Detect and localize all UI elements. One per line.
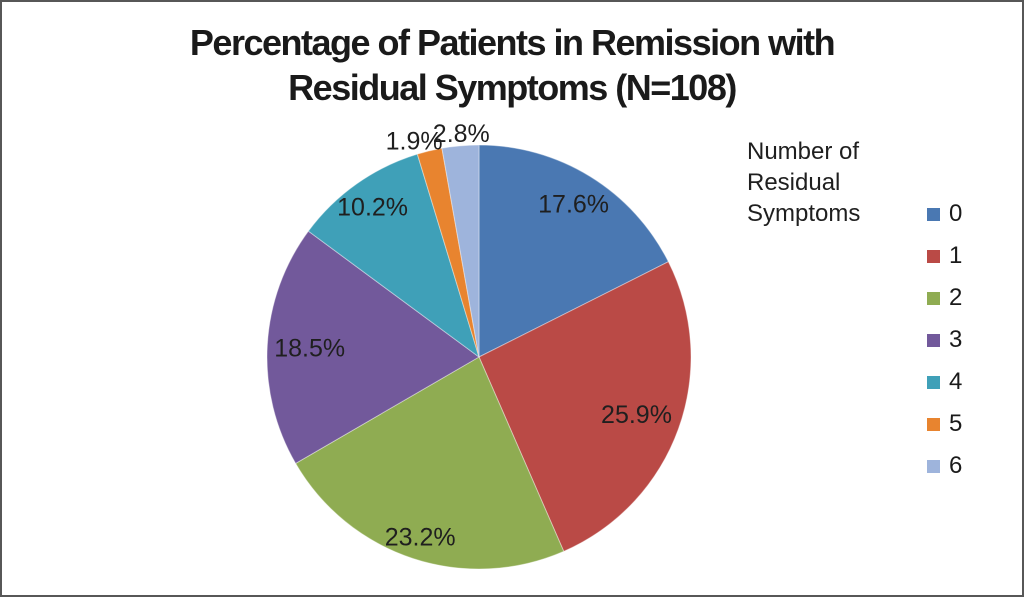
chart-title-line2: Residual Symptoms (N=108) xyxy=(288,67,737,108)
pie-data-label-6: 2.8% xyxy=(433,120,490,148)
pie-data-label-5: 1.9% xyxy=(386,127,443,155)
pie-slice-0 xyxy=(478,144,670,358)
pie-data-label-3: 18.5% xyxy=(274,335,345,363)
legend-item-4: 4 xyxy=(927,368,963,395)
pie-slice-1 xyxy=(478,261,692,552)
legend-item-label: 3 xyxy=(949,326,963,353)
legend-swatch-icon xyxy=(927,249,940,263)
pie-slice-3 xyxy=(266,230,480,465)
legend-title: Number of Residual Symptoms xyxy=(747,138,861,227)
legend-swatch-icon xyxy=(927,459,940,473)
legend-swatch-icon xyxy=(927,291,940,305)
legend-item-label: 6 xyxy=(949,452,963,479)
chart-title: Percentage of Patients in Remission with… xyxy=(2,20,1022,110)
legend-item-3: 3 xyxy=(927,326,963,353)
legend-item-2: 2 xyxy=(927,284,963,311)
legend-item-label: 1 xyxy=(949,242,963,269)
pie-data-label-2: 23.2% xyxy=(385,523,456,551)
legend-item-label: 2 xyxy=(949,284,963,311)
pie-slice-4 xyxy=(307,153,480,359)
legend-item-0: 0 xyxy=(927,200,963,227)
legend: 0 1 2 3 4 5 6 xyxy=(927,200,963,496)
pie-data-label-4: 10.2% xyxy=(337,193,408,221)
chart-title-line1: Percentage of Patients in Remission with xyxy=(189,22,836,63)
pie-slice-2 xyxy=(294,356,565,570)
pie-data-label-0: 17.6% xyxy=(538,191,609,219)
legend-swatch-icon xyxy=(927,417,940,431)
legend-swatch-icon xyxy=(927,207,940,221)
legend-item-5: 5 xyxy=(927,410,963,437)
pie-slice-6 xyxy=(441,144,480,358)
pie-data-label-1: 25.9% xyxy=(601,401,672,429)
legend-item-label: 5 xyxy=(949,410,963,437)
legend-item-label: 0 xyxy=(949,200,963,227)
legend-item-6: 6 xyxy=(927,452,963,479)
legend-swatch-icon xyxy=(927,375,940,389)
legend-swatch-icon xyxy=(927,333,940,347)
legend-item-1: 1 xyxy=(927,242,963,269)
legend-item-label: 4 xyxy=(949,368,963,395)
pie-slice-5 xyxy=(416,147,480,358)
